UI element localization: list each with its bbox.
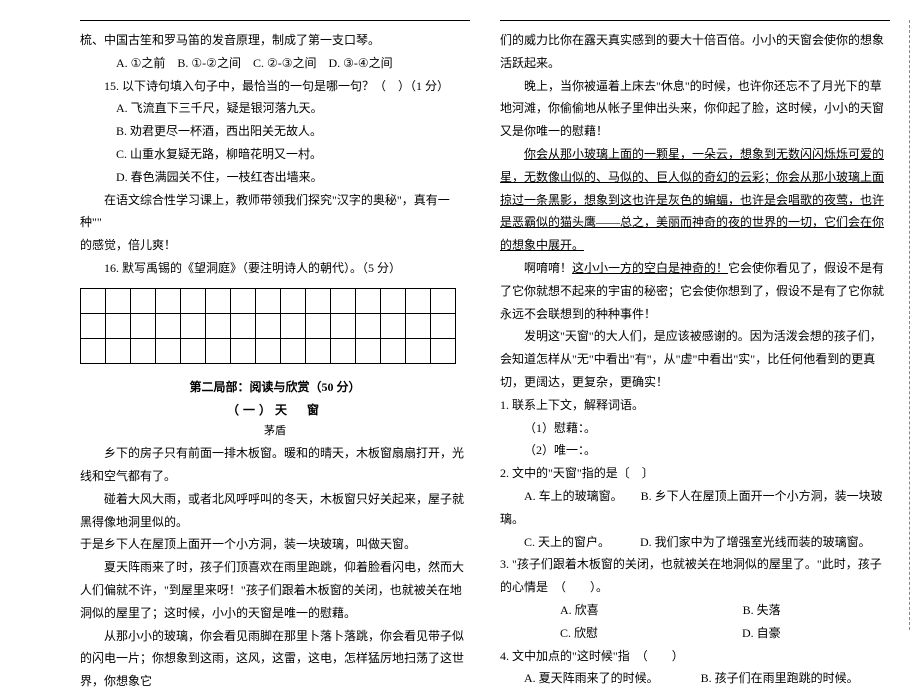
text-line: 梳、中国古笙和罗马笛的发音原理，制成了第一支口琴。 bbox=[80, 29, 470, 52]
q15-a: A. 飞流直下三千尺，疑是银河落九天。 bbox=[80, 97, 470, 120]
q2-ab: A. 车上的玻璃窗。 B. 乡下人在屋顶上面开一个小方洞，装一块玻璃。 bbox=[500, 485, 890, 531]
q4-ab: A. 夏天阵雨来了的时候。 B. 孩子们在雨里跑跳的时候。 bbox=[500, 667, 890, 690]
q15-c: C. 山重水复疑无路，柳暗花明又一村。 bbox=[80, 143, 470, 166]
q4: 4. 文中加点的"这时候"指 （ ） bbox=[500, 645, 890, 668]
passage-p9: 啊唷唷！这小小一方的空白是神奇的！它会使你看见了，假设不是有了它你就想不起来的宇… bbox=[500, 257, 890, 325]
passage-p6: 们的威力比你在露天真实感到的要大十倍百倍。小小的天窗会使你的想象活跃起来。 bbox=[500, 29, 890, 75]
q2: 2. 文中的"天窗"指的是〔 〕 bbox=[500, 462, 890, 485]
passage-p8: 你会从那小玻璃上面的一颗星，一朵云，想象到无数闪闪烁烁可爱的星，无数像山似的、马… bbox=[500, 143, 890, 257]
underline-text: 你会从那小玻璃上面的一颗星，一朵云，想象到无数闪闪烁烁可爱的星，无数像山似的、马… bbox=[500, 147, 884, 252]
part-title: （一）天 窗 bbox=[80, 399, 470, 422]
text-line: 在语文综合性学习课上，教师带领我们探究"汉字的奥秘"，真有一种"" bbox=[80, 189, 470, 235]
q14-options: A. ①之前 B. ①-②之间 C. ②-③之间 D. ③-④之间 bbox=[80, 52, 470, 75]
q3: 3. "孩子们跟着木板窗的关闭，也就被关在地洞似的屋里了。"此时，孩子的心情是 … bbox=[500, 553, 890, 599]
q1: 1. 联系上下文，解释词语。 bbox=[500, 394, 890, 417]
binding-margin: 线 订 装 bbox=[909, 20, 920, 630]
q3-opts-cd: C. 欣慰 D. 自豪 bbox=[500, 622, 890, 645]
passage-p4: 夏天阵雨来了时，孩子们顶喜欢在雨里跑跳，仰着脸看闪电，然而大人们偏就不许，"到屋… bbox=[80, 556, 470, 624]
text-line: 的感觉，倍儿爽！ bbox=[80, 234, 470, 257]
passage-p3: 于是乡下人在屋顶上面开一个小方洞，装一块玻璃，叫做天窗。 bbox=[80, 533, 470, 556]
q1-2: （2）唯一：。 bbox=[500, 439, 890, 462]
author: 茅盾 bbox=[80, 421, 470, 442]
q2-cd: C. 天上的窗户。 D. 我们家中为了增强室光线而装的玻璃窗。 bbox=[500, 531, 890, 554]
passage-p1: 乡下的房子只有前面一排木板窗。暖和的晴天，木板窗扇扇打开，光线和空气都有了。 bbox=[80, 442, 470, 488]
passage-p7: 晚上，当你被逼着上床去"休息"的时候，也许你还忘不了月光下的草地河滩，你偷偷地从… bbox=[500, 75, 890, 143]
q15-d: D. 春色满园关不住，一枝红杏出墙来。 bbox=[80, 166, 470, 189]
passage-p2: 碰着大风大雨，或者北风呼呼叫的冬天，木板窗只好关起来，屋子就黑得像地洞里似的。 bbox=[80, 488, 470, 534]
q3-opts-ab: A. 欣喜 B. 失落 bbox=[500, 599, 890, 622]
q16: 16. 默写禹锡的《望洞庭》（要注明诗人的朝代）。（5 分） bbox=[80, 257, 470, 280]
section-title: 第二局部：阅读与欣赏（50 分） bbox=[80, 376, 470, 399]
q15-b: B. 劝君更尽一杯酒，西出阳关无故人。 bbox=[80, 120, 470, 143]
passage-p5: 从那小小的玻璃，你会看见雨脚在那里卜落卜落跳，你会看见带子似的闪电一片；你想象到… bbox=[80, 625, 470, 693]
text: 啊唷唷！ bbox=[524, 261, 572, 275]
answer-grid bbox=[80, 288, 456, 364]
underline-text: 这小小一方的空白是神奇的！ bbox=[572, 261, 728, 275]
q1-1: （1）慰藉：。 bbox=[500, 417, 890, 440]
q15: 15. 以下诗句填入句子中，最恰当的一句是哪一句？（ ）（1 分） bbox=[80, 75, 470, 98]
passage-p10: 发明这"天窗"的大人们，是应该被感谢的。因为活泼会想的孩子们，会知道怎样从"无"… bbox=[500, 325, 890, 393]
